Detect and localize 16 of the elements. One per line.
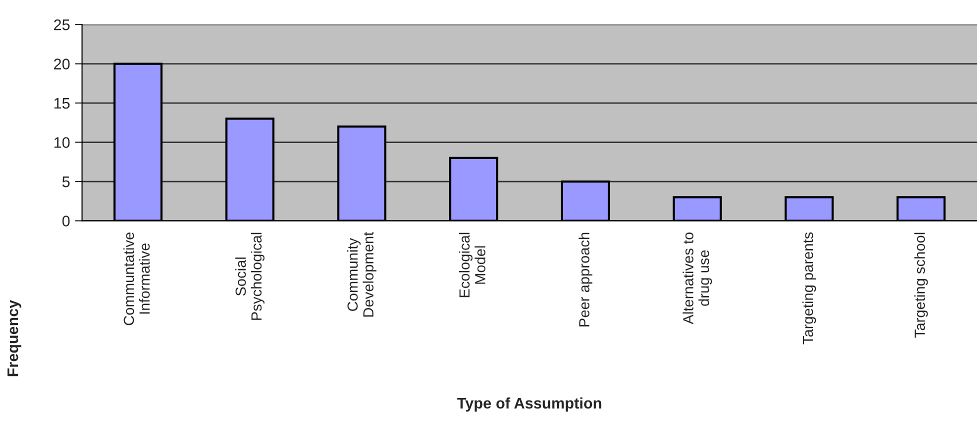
y-tick-label: 20 bbox=[54, 58, 70, 70]
x-axis-title: Type of Assumption bbox=[457, 397, 602, 412]
x-tick-label: Targeting parents bbox=[802, 232, 816, 344]
y-axis-title: Frequency bbox=[8, 300, 22, 376]
x-tick-label: Alternatives to drug use bbox=[682, 232, 712, 324]
x-tick-label: Targeting school bbox=[914, 232, 928, 338]
x-tick-label: Social Psychological bbox=[235, 232, 265, 320]
y-tick-label: 5 bbox=[62, 176, 70, 188]
x-tick-label: Communtative Informative bbox=[123, 232, 150, 326]
x-tick-label: Peer approach bbox=[578, 232, 592, 326]
x-tick-label: Community Development bbox=[347, 232, 376, 317]
y-tick-label: 10 bbox=[54, 137, 70, 148]
y-tick-label: 15 bbox=[54, 98, 70, 109]
x-tick-label: Ecological Model bbox=[458, 232, 486, 298]
y-tick-label: 0 bbox=[62, 216, 70, 226]
y-tick-label: 25 bbox=[54, 19, 70, 30]
